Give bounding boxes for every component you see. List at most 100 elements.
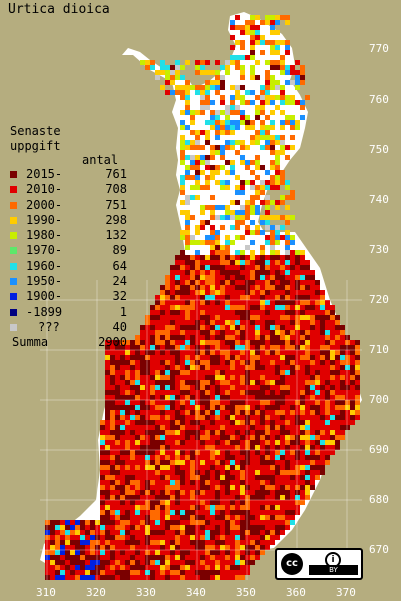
occurrence-cell (210, 345, 215, 350)
occurrence-cell (125, 450, 130, 455)
occurrence-cell (205, 400, 210, 405)
occurrence-cell (355, 370, 360, 375)
occurrence-cell (175, 415, 180, 420)
occurrence-cell (150, 315, 155, 320)
occurrence-cell (195, 435, 200, 440)
occurrence-cell (260, 110, 265, 115)
occurrence-cell (120, 480, 125, 485)
occurrence-cell (205, 465, 210, 470)
occurrence-cell (295, 440, 300, 445)
occurrence-cell (305, 270, 310, 275)
occurrence-cell (250, 135, 255, 140)
occurrence-cell (300, 400, 305, 405)
occurrence-cell (210, 450, 215, 455)
legend-swatch (10, 216, 17, 224)
occurrence-cell (325, 445, 330, 450)
occurrence-cell (240, 505, 245, 510)
occurrence-cell (100, 490, 105, 495)
occurrence-cell (230, 85, 235, 90)
occurrence-cell (115, 565, 120, 570)
occurrence-cell (205, 440, 210, 445)
occurrence-cell (265, 470, 270, 475)
occurrence-cell (205, 470, 210, 475)
occurrence-cell (280, 275, 285, 280)
occurrence-cell (150, 405, 155, 410)
occurrence-cell (245, 315, 250, 320)
occurrence-cell (170, 265, 175, 270)
y-tick-label: 720 (369, 293, 389, 306)
occurrence-cell (260, 425, 265, 430)
occurrence-cell (335, 435, 340, 440)
occurrence-cell (185, 345, 190, 350)
occurrence-cell (285, 330, 290, 335)
occurrence-cell (275, 160, 280, 165)
occurrence-cell (45, 520, 50, 525)
occurrence-cell (320, 295, 325, 300)
occurrence-cell (230, 290, 235, 295)
occurrence-cell (180, 235, 185, 240)
occurrence-cell (195, 310, 200, 315)
occurrence-cell (305, 395, 310, 400)
occurrence-cell (150, 570, 155, 575)
occurrence-cell (235, 510, 240, 515)
occurrence-cell (175, 565, 180, 570)
occurrence-cell (235, 120, 240, 125)
occurrence-cell (270, 505, 275, 510)
occurrence-cell (140, 455, 145, 460)
occurrence-cell (120, 485, 125, 490)
occurrence-cell (315, 370, 320, 375)
occurrence-cell (250, 360, 255, 365)
cc-license-badge[interactable]: cc i BY (275, 548, 363, 580)
occurrence-cell (110, 470, 115, 475)
occurrence-cell (290, 240, 295, 245)
occurrence-cell (295, 100, 300, 105)
occurrence-cell (105, 385, 110, 390)
occurrence-cell (50, 540, 55, 545)
occurrence-cell (190, 560, 195, 565)
occurrence-cell (240, 465, 245, 470)
occurrence-cell (240, 425, 245, 430)
occurrence-cell (145, 505, 150, 510)
occurrence-cell (240, 370, 245, 375)
occurrence-cell (145, 560, 150, 565)
occurrence-cell (185, 370, 190, 375)
legend-item-count: 64 (112, 258, 127, 273)
occurrence-cell (275, 360, 280, 365)
occurrence-cell (245, 350, 250, 355)
occurrence-cell (305, 305, 310, 310)
occurrence-cell (230, 440, 235, 445)
occurrence-cell (125, 565, 130, 570)
x-tick-label: 370 (336, 586, 356, 599)
occurrence-cell (260, 230, 265, 235)
occurrence-cell (180, 175, 185, 180)
occurrence-cell (90, 575, 95, 580)
occurrence-cell (115, 510, 120, 515)
occurrence-cell (255, 370, 260, 375)
occurrence-cell (210, 270, 215, 275)
occurrence-cell (230, 210, 235, 215)
occurrence-cell (240, 420, 245, 425)
occurrence-cell (290, 415, 295, 420)
occurrence-cell (215, 75, 220, 80)
occurrence-cell (165, 385, 170, 390)
occurrence-cell (145, 380, 150, 385)
occurrence-cell (275, 95, 280, 100)
occurrence-cell (215, 125, 220, 130)
occurrence-cell (190, 270, 195, 275)
occurrence-cell (145, 405, 150, 410)
occurrence-cell (240, 280, 245, 285)
occurrence-cell (125, 460, 130, 465)
occurrence-cell (180, 350, 185, 355)
occurrence-cell (295, 480, 300, 485)
occurrence-cell (275, 490, 280, 495)
occurrence-cell (120, 455, 125, 460)
occurrence-cell (175, 420, 180, 425)
occurrence-cell (180, 555, 185, 560)
occurrence-cell (320, 425, 325, 430)
occurrence-cell (115, 450, 120, 455)
occurrence-cell (170, 365, 175, 370)
occurrence-cell (245, 160, 250, 165)
occurrence-cell (215, 490, 220, 495)
occurrence-cell (280, 285, 285, 290)
occurrence-cell (255, 205, 260, 210)
